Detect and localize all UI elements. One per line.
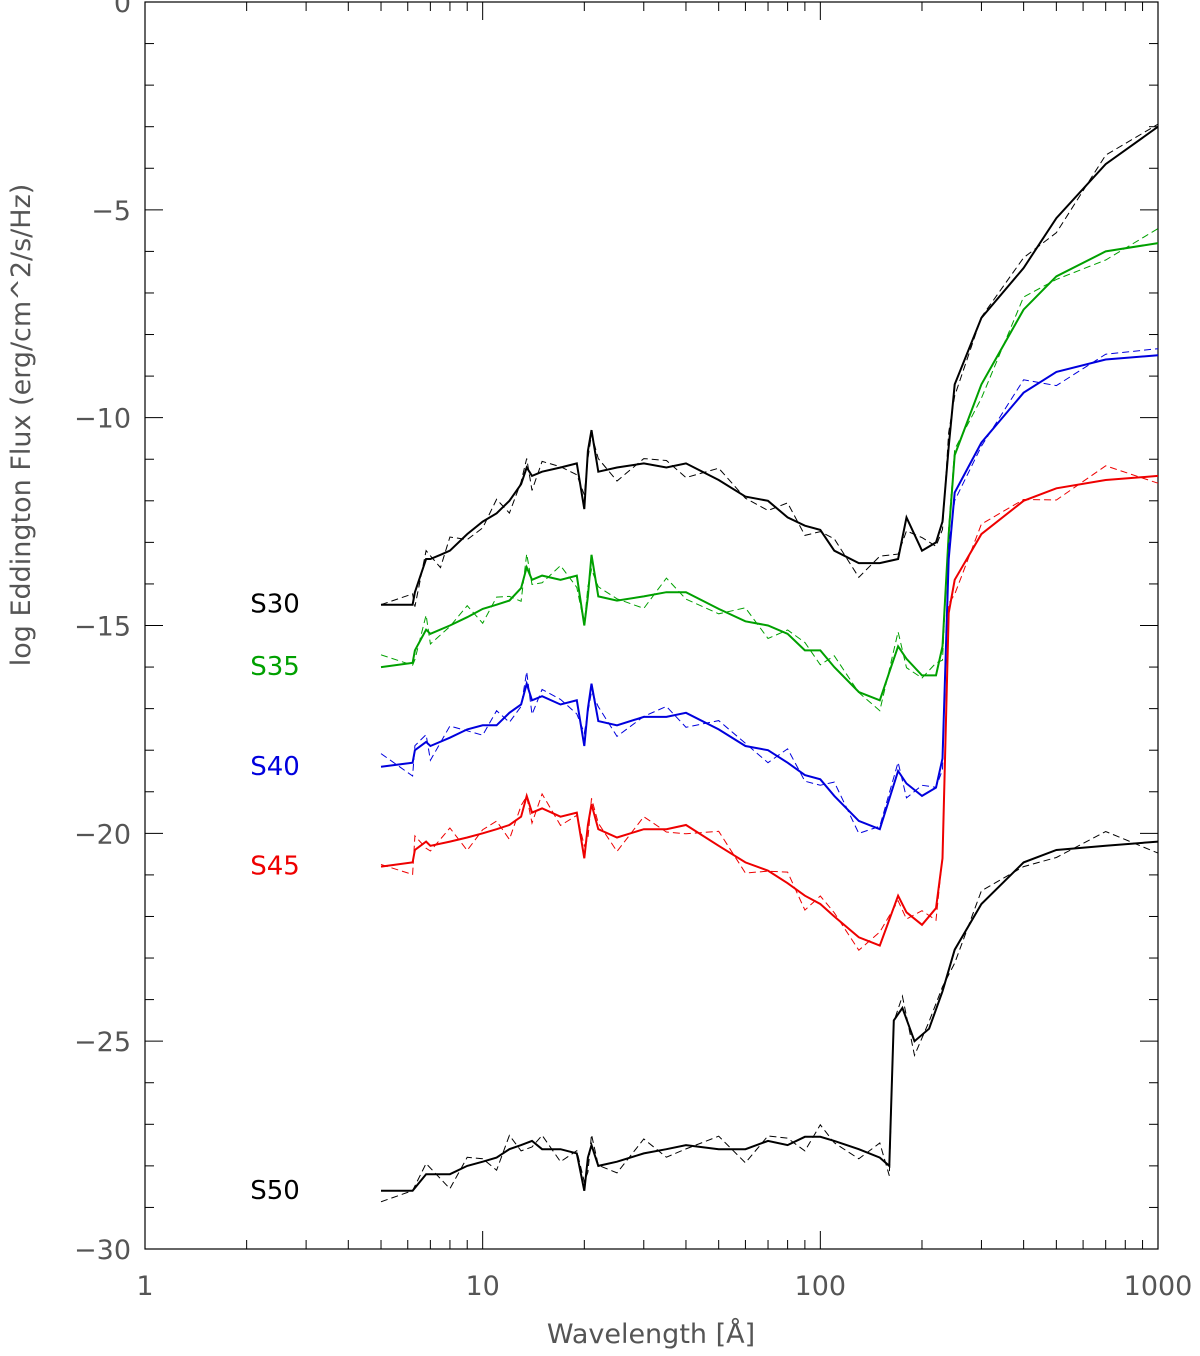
y-tick-label: 0	[114, 0, 131, 19]
series-label-S30: S30	[250, 590, 300, 620]
series-lines	[380, 123, 1159, 1203]
y-tick-label: −15	[74, 612, 131, 643]
axis-ticks	[144, 1, 1158, 1250]
series-label-S40: S40	[250, 752, 300, 782]
series-label-S50: S50	[250, 1176, 300, 1206]
x-tick-label: 10	[465, 1271, 499, 1302]
series-line-S50	[381, 840, 1159, 1192]
series-dashed-line-S50	[380, 830, 1159, 1203]
series-line-S45	[380, 474, 1159, 947]
axis-tick-labels: 1 10 100 1000 0 −5 −10 −15 −20 −25 −30	[74, 0, 1192, 1302]
series-line-S35	[380, 242, 1159, 702]
y-axis-label: log Eddington Flux (erg/cm^2/s/Hz)	[6, 184, 37, 667]
plot-frame	[144, 1, 1159, 1250]
series-line-S40	[380, 354, 1159, 831]
x-tick-label: 1000	[1124, 1271, 1193, 1302]
series-dashed-line-S45	[380, 465, 1159, 951]
series-label-S45: S45	[250, 852, 300, 882]
x-tick-label: 100	[795, 1271, 847, 1302]
series-dashed-line-S40	[380, 348, 1159, 835]
y-tick-label: −5	[91, 196, 131, 227]
y-tick-label: −10	[74, 404, 131, 435]
y-tick-label: −25	[74, 1027, 131, 1058]
y-tick-label: −30	[74, 1235, 131, 1266]
y-tick-label: −20	[74, 819, 131, 850]
x-tick-label: 1	[136, 1271, 153, 1302]
x-axis-label: Wavelength [Å]	[547, 1318, 755, 1350]
series-line-S30	[381, 125, 1159, 606]
series-label-S35: S35	[250, 652, 300, 682]
series-dashed-line-S30	[380, 123, 1159, 607]
series-dashed-line-S35	[380, 228, 1159, 712]
series-labels: S30 S35 S40 S45 S50	[250, 590, 300, 1206]
